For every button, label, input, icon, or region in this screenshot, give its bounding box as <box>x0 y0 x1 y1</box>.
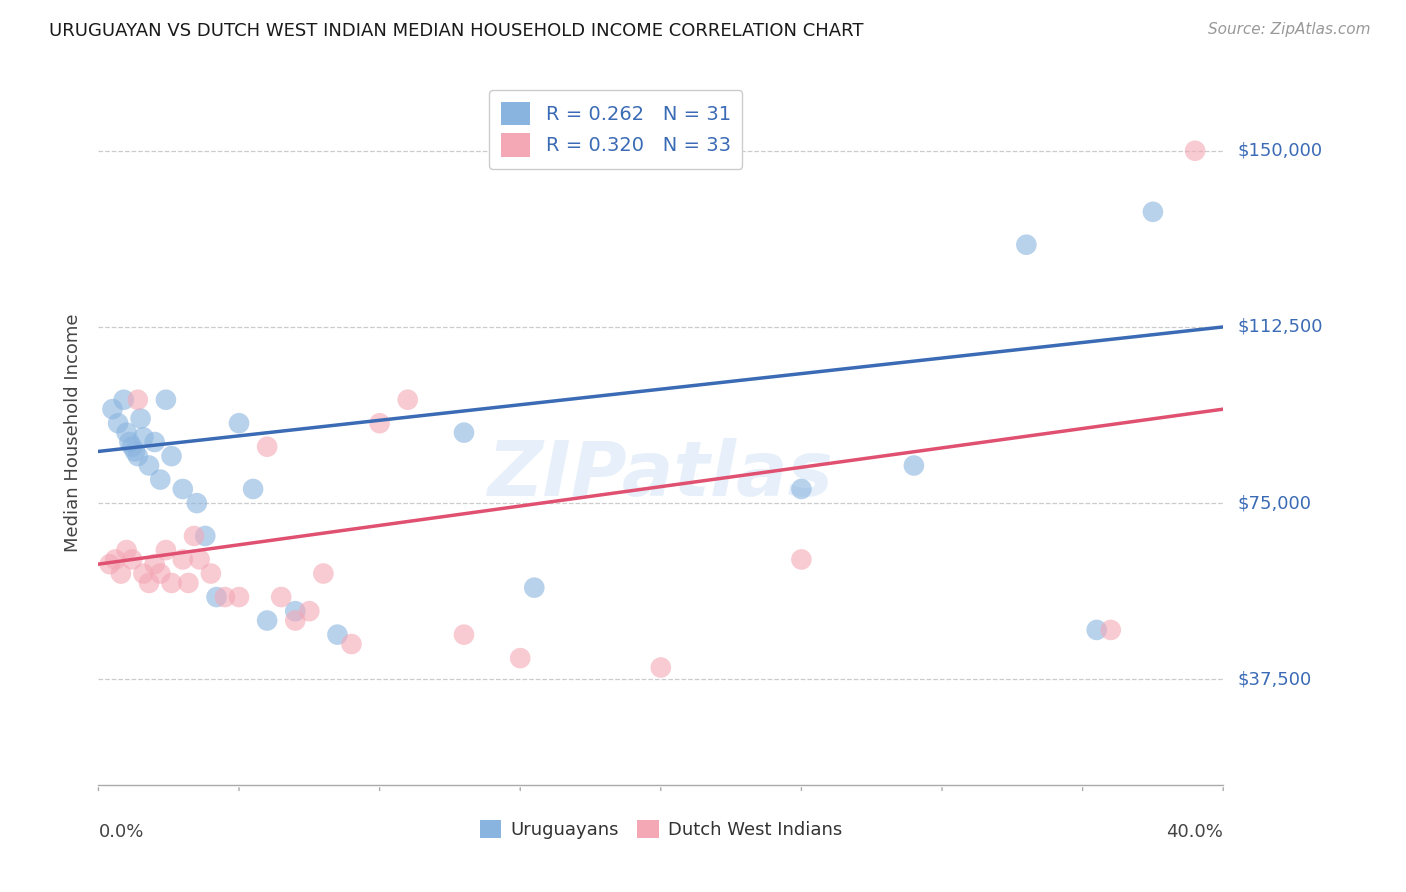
Point <box>194 529 217 543</box>
Point <box>121 440 143 454</box>
Point <box>172 482 194 496</box>
Point <box>183 529 205 543</box>
Point <box>790 552 813 566</box>
Point <box>228 416 250 430</box>
Point <box>143 557 166 571</box>
Point <box>298 604 321 618</box>
Point <box>790 482 813 496</box>
Point <box>284 614 307 628</box>
Legend: Uruguayans, Dutch West Indians: Uruguayans, Dutch West Indians <box>472 813 849 847</box>
Point <box>228 590 250 604</box>
Point <box>186 496 208 510</box>
Point <box>138 576 160 591</box>
Point <box>155 392 177 407</box>
Text: $150,000: $150,000 <box>1237 142 1322 160</box>
Point <box>1085 623 1108 637</box>
Point <box>127 449 149 463</box>
Point <box>149 566 172 581</box>
Point <box>340 637 363 651</box>
Text: Source: ZipAtlas.com: Source: ZipAtlas.com <box>1208 22 1371 37</box>
Point <box>214 590 236 604</box>
Point <box>1184 144 1206 158</box>
Point <box>124 444 146 458</box>
Text: $37,500: $37,500 <box>1237 670 1312 689</box>
Point <box>98 557 121 571</box>
Point <box>284 604 307 618</box>
Point <box>256 614 278 628</box>
Text: ZIPatlas: ZIPatlas <box>488 438 834 512</box>
Point <box>143 435 166 450</box>
Point <box>127 392 149 407</box>
Text: 40.0%: 40.0% <box>1167 822 1223 840</box>
Point <box>270 590 292 604</box>
Point <box>177 576 200 591</box>
Point <box>453 425 475 440</box>
Point <box>205 590 228 604</box>
Point <box>138 458 160 473</box>
Point <box>160 576 183 591</box>
Point <box>326 627 349 641</box>
Point <box>453 627 475 641</box>
Point <box>121 552 143 566</box>
Point <box>118 435 141 450</box>
Point <box>368 416 391 430</box>
Point <box>110 566 132 581</box>
Point <box>256 440 278 454</box>
Point <box>1142 204 1164 219</box>
Point <box>132 430 155 444</box>
Point <box>200 566 222 581</box>
Point <box>172 552 194 566</box>
Point <box>1099 623 1122 637</box>
Text: 0.0%: 0.0% <box>98 822 143 840</box>
Point <box>396 392 419 407</box>
Text: URUGUAYAN VS DUTCH WEST INDIAN MEDIAN HOUSEHOLD INCOME CORRELATION CHART: URUGUAYAN VS DUTCH WEST INDIAN MEDIAN HO… <box>49 22 863 40</box>
Text: $112,500: $112,500 <box>1237 318 1323 336</box>
Point <box>242 482 264 496</box>
Point <box>115 543 138 558</box>
Point <box>312 566 335 581</box>
Text: $75,000: $75,000 <box>1237 494 1312 512</box>
Point <box>115 425 138 440</box>
Point <box>112 392 135 407</box>
Point <box>132 566 155 581</box>
Point <box>188 552 211 566</box>
Point <box>149 473 172 487</box>
Point <box>107 416 129 430</box>
Point <box>155 543 177 558</box>
Point <box>104 552 127 566</box>
Point <box>509 651 531 665</box>
Point <box>903 458 925 473</box>
Point <box>129 411 152 425</box>
Y-axis label: Median Household Income: Median Household Income <box>63 313 82 552</box>
Point <box>650 660 672 674</box>
Point <box>101 402 124 417</box>
Point <box>523 581 546 595</box>
Point <box>160 449 183 463</box>
Point <box>1015 237 1038 252</box>
